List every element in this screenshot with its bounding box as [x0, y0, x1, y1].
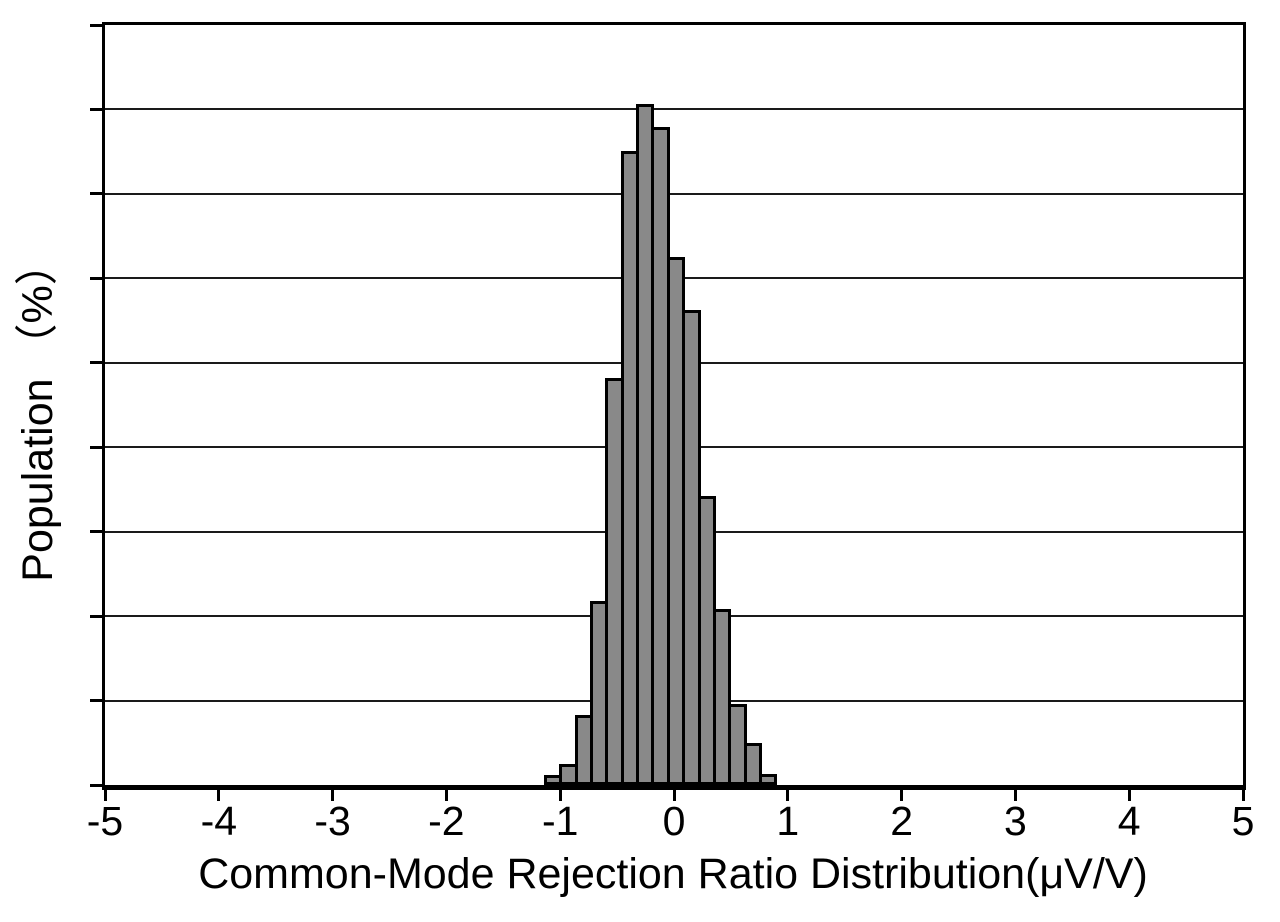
x-tick-label: 5 — [1231, 798, 1255, 844]
x-tick-mark — [103, 790, 107, 801]
x-tick-label: 3 — [1003, 798, 1027, 844]
y-tick-mark — [90, 107, 102, 111]
x-tick-label: -4 — [200, 798, 238, 844]
x-tick-mark — [217, 790, 221, 801]
y-axis-title: Population （%） — [14, 242, 62, 582]
y-tick-mark — [90, 276, 102, 280]
x-tick-mark — [786, 790, 790, 801]
x-tick-label: -1 — [541, 798, 579, 844]
x-tick-mark — [331, 790, 335, 801]
histogram-bar — [712, 609, 732, 785]
x-tick-mark — [1241, 790, 1245, 801]
x-tick-mark — [558, 790, 562, 801]
x-tick-mark — [1127, 790, 1131, 801]
histogram-bar — [743, 742, 762, 785]
y-gridline — [105, 108, 1243, 111]
x-tick-mark — [900, 790, 904, 801]
plot-area — [102, 22, 1246, 790]
x-axis-title: Common-Mode Rejection Ratio Distribution… — [198, 850, 1148, 898]
histogram-bar — [758, 774, 778, 785]
y-tick-mark — [90, 783, 102, 787]
y-tick-mark — [90, 361, 102, 365]
x-tick-mark — [444, 790, 448, 801]
x-tick-label: -5 — [86, 798, 124, 844]
y-gridline — [105, 192, 1243, 195]
y-tick-mark — [90, 192, 102, 196]
y-tick-mark — [90, 445, 102, 449]
y-tick-mark — [90, 530, 102, 534]
x-tick-label: 2 — [890, 798, 913, 844]
y-tick-mark — [90, 699, 102, 703]
x-tick-label: -2 — [428, 798, 465, 844]
y-tick-mark — [90, 614, 102, 618]
x-tick-label: 1 — [776, 798, 800, 844]
x-tick-label: -3 — [314, 798, 351, 844]
x-tick-mark — [1013, 790, 1017, 801]
x-tick-mark — [672, 790, 676, 801]
y-tick-mark — [90, 23, 102, 27]
x-tick-label: 0 — [662, 798, 686, 844]
x-tick-label: 4 — [1117, 798, 1141, 844]
